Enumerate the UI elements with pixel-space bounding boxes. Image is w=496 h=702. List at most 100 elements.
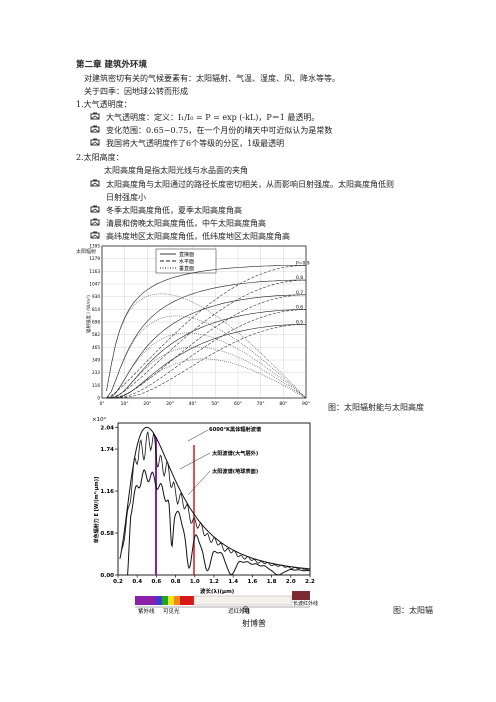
fig2-band-lwir-swatch [292,591,310,600]
bullet-icon [90,205,100,213]
fig2-x-tick: 2.2 [305,579,315,585]
fig2-band-lwir: 长波红外线 [293,600,318,607]
fig2-exponent-label: ×10⁴ [92,416,107,423]
fig1-p-label: 0.6 [296,305,303,311]
fig1-y-axis: 1395 1279 1163 1047 930 814 698 582 465 349 233 116… [89,244,100,401]
fig2-x-tick: 0.8 [171,579,181,585]
fig1-x-tick: 10° [121,401,129,407]
bullet-transparency-zones: 我国将大气透明度作了6个等级的分区，1级最透明 [106,139,285,148]
fig1-curve-horizontal [106,265,307,398]
fig2-band-uv: 紫外线 [138,607,155,615]
fig1-y-tick: 582 [92,332,100,337]
fig1-p-label: 0.7 [296,290,303,296]
fig1-p-label: P=0.9 [296,260,310,266]
figure-solar-radiation-vs-altitude: 太阳辐射 1395 1279 1163 1047 930 814 698 582 465 349 2… [76,244,310,408]
fig2-x-axis-label: 波长(λ)(μm) [200,587,235,595]
fig1-curve-vertical [106,332,307,399]
fig1-curve-horizontal [106,279,306,399]
fig1-p-labels: P=0.9 0.8 0.7 0.6 0.5 [296,260,310,325]
bullet-icon [90,112,100,120]
chapter-title: 第二章 建筑外环境 [76,60,147,70]
figure-solar-spectrum: ×10⁴ 单色辐射力 E [W/(m²·μm)] 2.04 1.74 1.16 0.5… [92,416,318,615]
bullet-icon [90,179,100,187]
fig1-curve-direct [106,279,306,398]
intro-climate-elements: 对建筑密切有关的气候要素有：太阳辐射、气温、湿度、风、降水等等。 [84,74,340,83]
fig2-label-surface: 太阳波谱(地球表面) [212,467,258,475]
fig1-curve-vertical [106,315,307,399]
bullet-altitude-path-length: 太阳高度角与太阳通过的路径长度密切相关，从而影响日射强度。太阳高度角低则 [106,180,394,189]
fig2-band-visible: 可见光 [163,607,180,615]
fig2-label-blackbody: 6000°K黑体辐射波谱 [209,425,262,433]
fig2-y-tick: 1.74 [100,447,114,453]
bullet-altitude-latitude: 高纬度地区太阳高度角低，低纬度地区太阳高度角高 [106,232,290,241]
fig1-y-tick: 814 [92,307,100,312]
fig1-p-label: 0.8 [296,275,303,281]
fig2-curve-blackbody [119,426,311,570]
fig2-y-axis: 2.04 1.74 1.16 0.58 0.00 [100,425,118,579]
bullet-transparency-range: 变化范围：0.65~0.75，在一个月份的晴天中可近似认为是常数 [106,126,333,135]
section-heading-transparency: 1.大气透明度： [76,100,132,109]
fig2-leader-extraterrestrial [179,452,211,470]
fig2-band-visible-rainbow [156,596,194,605]
fig1-x-tick: 70° [257,401,265,407]
fig1-x-tick: 30° [166,401,174,407]
bullet-icon [90,125,100,133]
fig2-x-tick: 1.6 [248,579,258,585]
fig2-x-tick: 0.6 [152,579,162,585]
intro-seasons: 关于四季：因地球公转而形成 [84,87,188,96]
fig1-y-tick: 116 [92,383,100,388]
fig1-y-tick: 698 [92,320,100,325]
fig1-y-tick: 1047 [89,282,100,287]
fig1-caption: 图：太阳辐射能与太阳高度 [328,403,424,412]
fig1-y-tick: 1163 [89,269,100,274]
fig1-y-unit: 辐射强度 I (W/m²) [85,295,92,333]
fig2-curve-extraterrestrial [121,431,311,571]
fig2-x-tick: 2.0 [286,579,296,585]
fig1-legend-label-direct: 直接面 [179,251,194,258]
fig1-x-tick: 0° [99,401,104,407]
fig2-y-tick: 1.16 [100,489,114,495]
fig2-curves [119,426,311,576]
fig1-curve-vertical [106,346,307,399]
bullet-altitude-daytime: 清晨和傍晚太阳高度角低，中午太阳高度角高 [106,219,266,228]
fig2-label-box-blackbody [208,425,288,433]
fig2-band-nir-swatch [193,595,293,606]
fig2-y-tick: 0.58 [100,531,114,537]
fig1-curve-vertical [106,293,307,399]
bullet-transparency-definition: 大气透明度：定义：I₁/I₀ = P = exp (-kL)，P＝1 最透明。 [106,113,320,122]
fig2-caption: 图：太阳辐 [393,606,433,615]
fig1-y-tick: 930 [92,294,100,299]
fig1-curve-direct [106,309,307,399]
fig1-y-tick: 1279 [89,256,100,261]
bullet-icon [90,218,100,226]
fig2-leader-surface [187,470,211,496]
fig1-curve-horizontal [106,324,307,399]
fig2-band-nir: 近红外线 [228,607,251,615]
fig1-corner-label: 太阳辐射 [76,248,96,255]
fig2-curve-surface [127,469,310,576]
bullet-icon [90,138,100,146]
fig1-x-axis: 0° 10° 20° 30° 40° 50° 60° 70° 80° 90° [99,401,310,407]
fig1-caption-continuation: 角 [242,606,250,615]
fig1-curves [106,265,307,399]
fig1-curve-horizontal [106,309,307,399]
fig2-x-axis: 0.2 0.4 0.6 0.8 1.0 1.2 1.4 1.6 1.8 2.0 2.2 [113,575,315,585]
fig1-x-tick: 50° [211,401,219,407]
fig1-y-tick: 465 [92,345,100,350]
fig1-x-tick: 60° [234,401,242,407]
fig1-x-tick: 40° [189,401,197,407]
fig1-y-tick: 1395 [89,244,100,249]
fig2-x-tick: 1.2 [209,579,219,585]
solar-altitude-definition: 太阳高度角是指太阳光线与水品面的夹角 [104,166,248,175]
fig2-caption-continuation: 射博普 [242,619,266,628]
fig1-curve-direct [106,265,306,391]
fig2-y-axis-label: 单色辐射力 E [W/(m²·μm)] [93,477,100,544]
section-heading-solar-altitude: 2.太阳高度： [76,153,124,162]
fig1-p-label: 0.5 [296,319,303,325]
fig2-band-uv-swatch [135,596,156,605]
fig2-x-tick: 1.4 [228,579,238,585]
fig1-x-tick: 20° [143,401,151,407]
fig1-curve-horizontal [106,294,307,399]
fig2-leader-blackbody [187,429,209,442]
fig1-plot-frame [101,245,307,399]
